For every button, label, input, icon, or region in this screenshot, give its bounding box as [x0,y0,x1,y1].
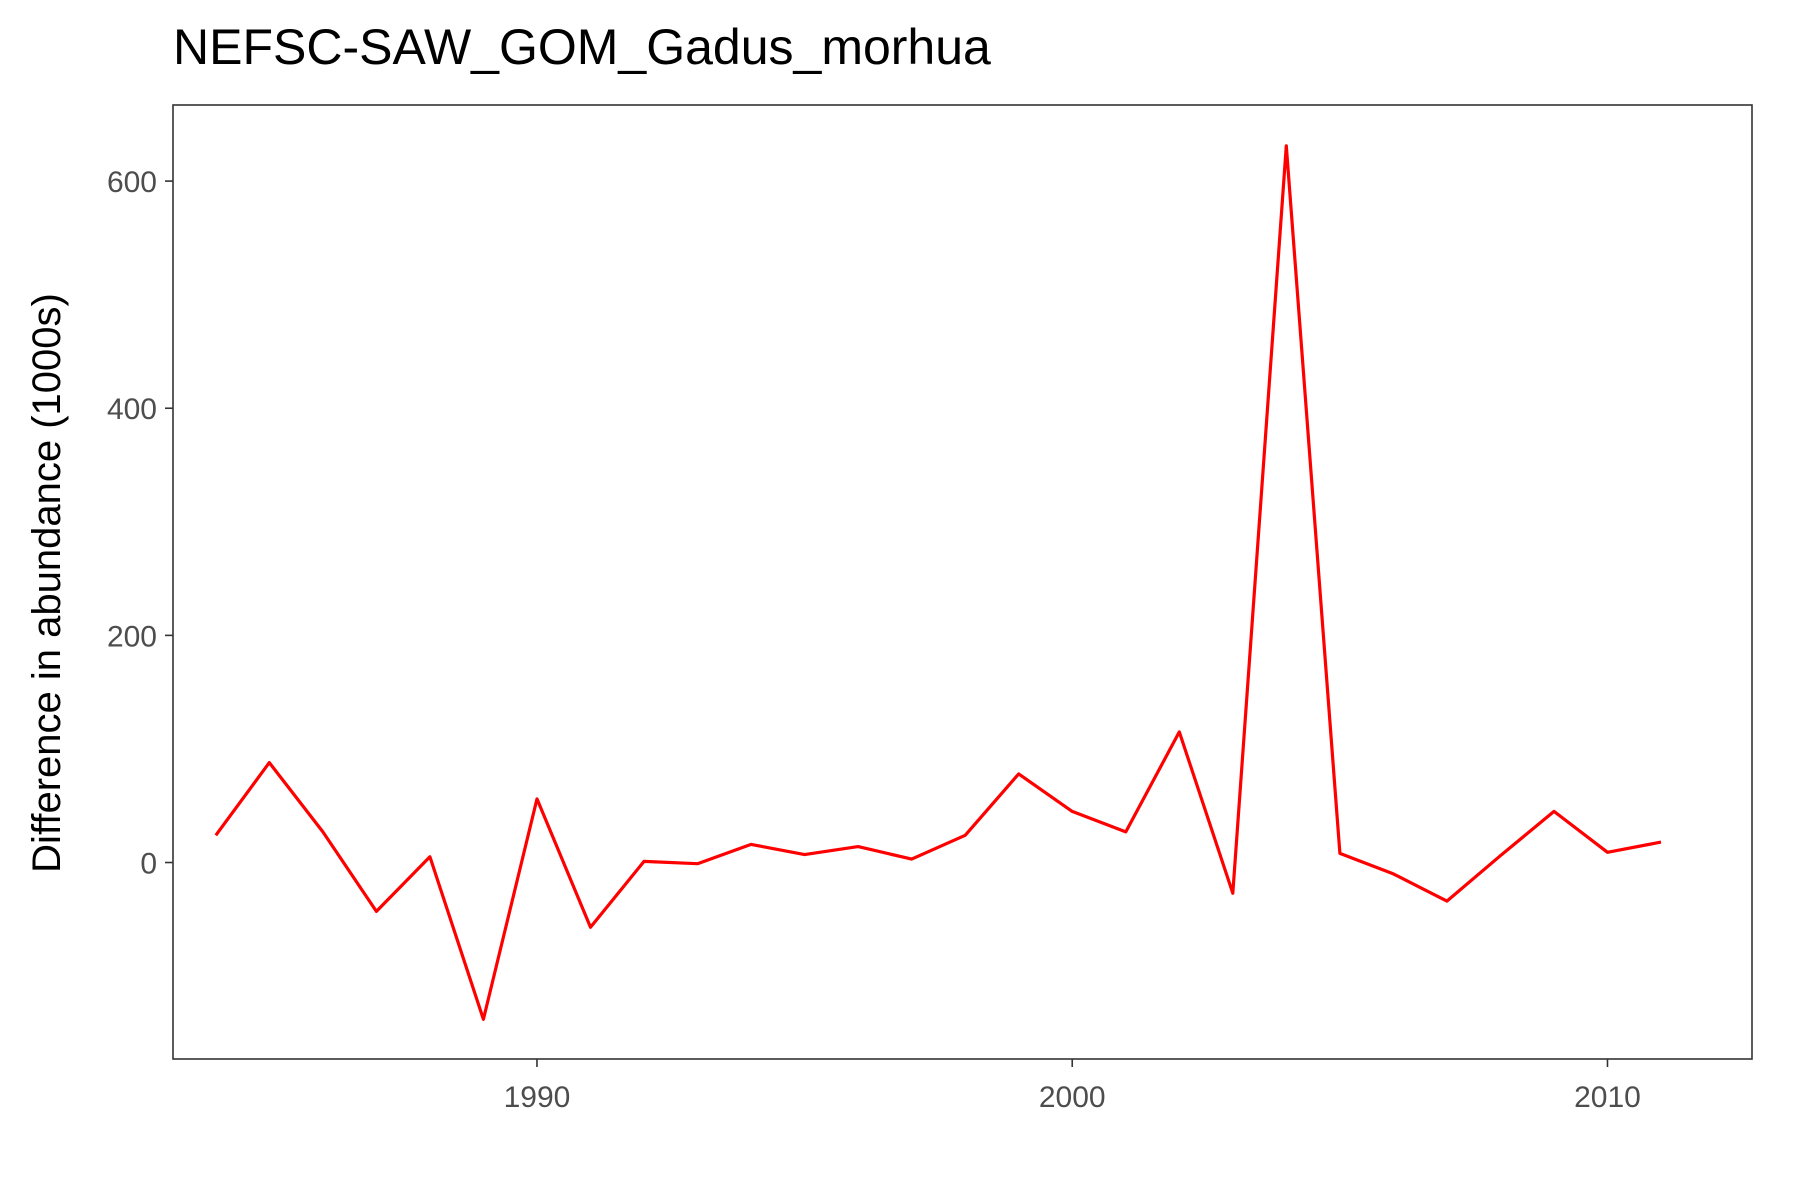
y-axis-title: Difference in abundance (1000s) [25,293,69,873]
y-tick-label: 200 [107,620,157,653]
y-axis: 0 200 400 600 [107,166,173,881]
plot-panel [172,104,1753,1060]
y-tick-label: 0 [140,848,157,881]
chart-title: NEFSC-SAW_GOM_Gadus_morhua [173,19,991,75]
series-layer [214,144,1662,1021]
series-line [214,144,1662,1021]
x-tick-label: 2010 [1574,1081,1641,1114]
x-tick-label: 2000 [1039,1081,1106,1114]
y-tick-label: 400 [107,393,157,426]
x-tick-label: 1990 [504,1081,571,1114]
y-tick-label: 600 [107,166,157,199]
x-axis: 1990 2000 2010 [504,1059,1641,1114]
